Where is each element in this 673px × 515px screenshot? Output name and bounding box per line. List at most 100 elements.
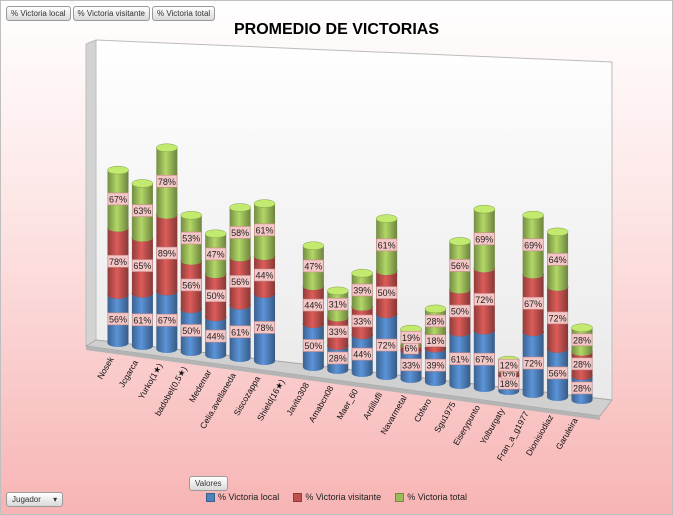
svg-text:28%: 28% [573,335,591,345]
data-label-visitante-1: 65% [132,259,153,272]
category-label-16: Yolburgaty [478,406,507,446]
category-label-10: Maer_60 [335,387,361,421]
legend-label-visitante: % Victoria visitante [305,492,382,502]
svg-text:39%: 39% [353,286,371,296]
svg-text:33%: 33% [353,316,371,326]
data-label-visitante-14: 50% [449,304,471,318]
legend-item-visitante[interactable]: % Victoria visitante [293,492,381,502]
data-label-local-18: 56% [547,366,568,380]
legend-swatch-total [395,492,405,502]
category-label-4: Medemar [187,368,214,404]
data-label-visitante-13: 18% [425,334,446,348]
data-label-total-1: 63% [132,204,153,217]
svg-text:28%: 28% [329,353,347,363]
axis-field-label: Jugador [12,495,41,504]
data-label-total-9: 31% [327,297,349,311]
category-label-19: Garuleira [554,416,580,452]
chart-data-labels: 56% 78% 67% 61% 65% 63% 67% 89% 78% 50% 56% 53% 44% 5… [107,175,593,395]
svg-text:56%: 56% [109,314,127,324]
legend-label-local: % Victoria local [217,492,280,502]
svg-text:67%: 67% [109,194,127,204]
svg-text:72%: 72% [524,359,542,369]
data-label-local-15: 67% [473,352,495,366]
svg-text:61%: 61% [451,354,469,364]
legend-label-total: % Victoria total [407,492,468,502]
svg-text:78%: 78% [256,323,274,333]
svg-text:65%: 65% [133,261,151,271]
svg-text:61%: 61% [378,240,396,250]
data-label-local-13: 39% [425,358,446,372]
svg-text:18%: 18% [500,379,518,389]
data-label-total-19: 28% [571,333,593,347]
data-label-visitante-12: 6% [403,341,419,355]
category-label-1: Jcgarca [117,358,141,389]
data-label-visitante-18: 72% [547,311,568,325]
svg-text:61%: 61% [256,225,274,235]
data-label-local-0: 56% [107,312,129,326]
svg-text:69%: 69% [524,240,542,250]
svg-text:47%: 47% [207,249,225,259]
data-label-local-16: 18% [498,376,520,390]
data-label-local-4: 44% [205,329,227,343]
data-label-total-2: 78% [156,175,178,188]
svg-text:67%: 67% [475,355,493,365]
data-label-local-3: 50% [180,324,202,337]
svg-text:44%: 44% [304,301,322,311]
category-label-18: Dionisiodiaz [524,413,556,458]
legend-item-total[interactable]: % Victoria total [395,492,467,502]
svg-text:63%: 63% [133,206,151,216]
dropdown-arrow-icon[interactable]: ▾ [53,495,58,504]
data-label-total-3: 53% [180,231,202,245]
svg-text:6%: 6% [502,368,515,378]
svg-text:50%: 50% [304,341,322,351]
data-label-local-12: 33% [400,358,422,372]
data-label-total-15: 69% [473,232,495,246]
svg-text:72%: 72% [549,313,567,323]
svg-text:31%: 31% [329,300,347,310]
svg-text:78%: 78% [158,177,176,187]
data-label-visitante-6: 44% [254,268,275,282]
data-label-local-5: 61% [229,325,251,339]
svg-text:61%: 61% [231,327,249,337]
category-label-7: Shield(16★) [255,377,287,422]
data-label-total-10: 39% [351,283,373,297]
svg-text:47%: 47% [304,261,322,271]
svg-text:56%: 56% [231,277,249,287]
data-label-local-14: 61% [449,352,471,366]
data-label-total-16: 12% [498,358,520,372]
field-button-victoria-total[interactable]: % Victoria total [151,6,216,21]
data-label-total-0: 67% [107,192,129,206]
svg-text:33%: 33% [329,327,347,337]
svg-text:50%: 50% [182,326,200,336]
category-label-0: Nosek [95,354,116,381]
field-button-victoria-visitante[interactable]: % Victoria visitante [72,6,150,21]
legend-item-local[interactable]: % Victoria local [205,492,280,502]
svg-text:39%: 39% [426,361,444,371]
svg-text:19%: 19% [402,333,420,343]
svg-text:18%: 18% [426,336,444,346]
data-label-visitante-3: 56% [180,278,202,292]
data-label-visitante-11: 50% [376,286,398,299]
svg-text:67%: 67% [524,299,542,309]
data-label-total-5: 58% [229,226,251,239]
svg-text:61%: 61% [133,315,151,325]
category-label-9: Amabcn08 [307,384,336,424]
data-label-total-14: 56% [449,259,471,272]
data-label-visitante-0: 78% [107,255,129,268]
svg-text:58%: 58% [231,228,249,238]
data-label-visitante-5: 56% [229,275,251,288]
field-button-victoria-local[interactable]: % Victoria local [6,6,71,21]
data-label-visitante-15: 72% [473,293,495,306]
category-label-13: Cbfero [412,397,434,424]
svg-text:64%: 64% [549,255,567,265]
svg-text:56%: 56% [451,261,469,271]
data-label-total-17: 69% [522,238,544,252]
axis-field-button[interactable]: Jugador ▾ [6,492,64,507]
data-label-local-19: 28% [571,381,593,395]
data-label-total-18: 64% [547,253,568,266]
data-label-total-4: 47% [205,247,227,261]
data-label-local-11: 72% [376,338,398,352]
values-button[interactable]: Valores [189,476,228,491]
svg-text:12%: 12% [500,361,518,371]
